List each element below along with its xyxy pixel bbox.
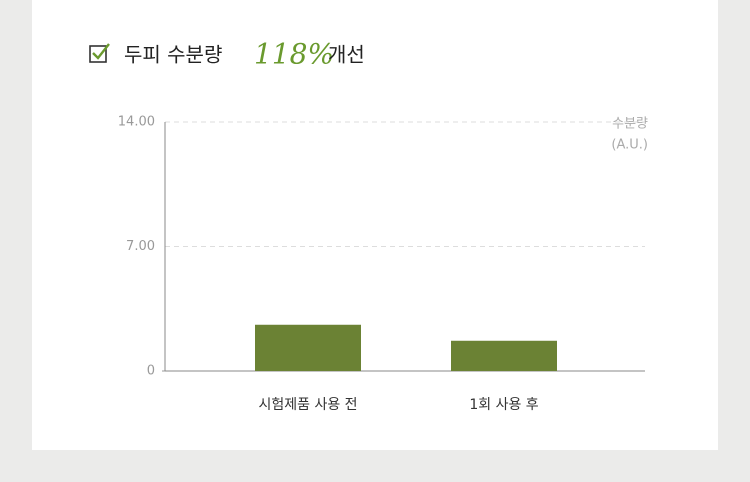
y-tick-label: 14.00	[118, 115, 155, 130]
title-text: 개선	[328, 43, 365, 67]
bar	[255, 324, 361, 371]
y-tick-label: 7.00	[126, 239, 155, 254]
unit-label: 수분량	[612, 117, 648, 132]
x-tick-label: 시험제품 사용 전	[258, 397, 357, 413]
bar	[451, 340, 557, 371]
unit-label: (A.U.)	[611, 138, 648, 153]
y-tick-label: 0	[147, 364, 155, 379]
x-tick-label: 1회 사용 후	[469, 397, 538, 413]
card	[32, 0, 718, 450]
title-text: 두피 수분량	[124, 43, 222, 67]
title-highlight: 118%	[254, 38, 334, 71]
checkbox-icon	[89, 43, 110, 63]
